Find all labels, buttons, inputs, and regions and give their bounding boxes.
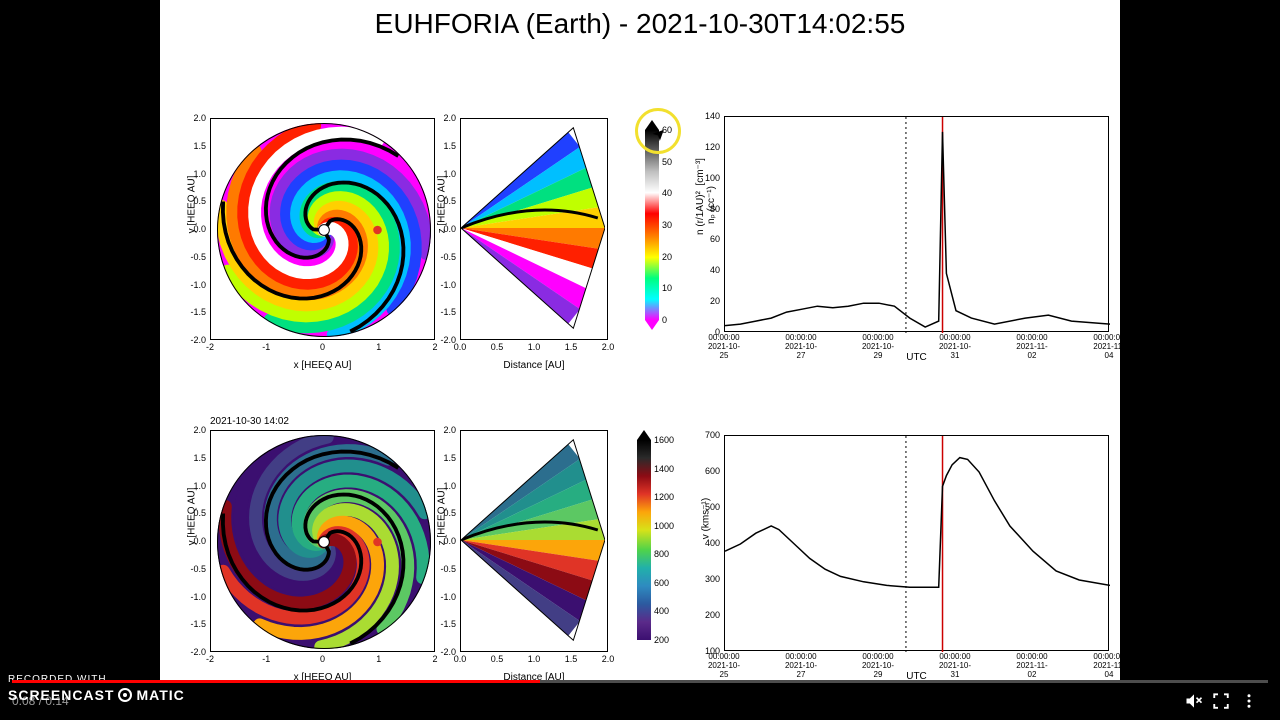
- colorbar-cap-top: [637, 430, 651, 440]
- volume-mute-icon[interactable]: [1184, 691, 1212, 711]
- panel-top-ecliptic: [210, 118, 435, 340]
- fullscreen-icon[interactable]: [1212, 692, 1240, 710]
- progress-fill: [12, 680, 540, 683]
- colorbar-cap-top: [645, 120, 659, 130]
- slide: EUHFORIA (Earth) - 2021-10-30T14:02:55 2…: [160, 0, 1120, 680]
- progress-bar[interactable]: [12, 680, 1268, 683]
- page-title: EUHFORIA (Earth) - 2021-10-30T14:02:55: [160, 8, 1120, 40]
- colorbar-gradient: [645, 130, 659, 320]
- panel-bottom-meridional: [460, 430, 608, 652]
- menu-icon[interactable]: [1240, 692, 1268, 710]
- video-player: 0:08 / 0:14: [0, 680, 1280, 720]
- colorbar-density: [645, 130, 659, 320]
- subtitle-timestamp: 2021-10-30 14:02: [210, 416, 289, 427]
- colorbar-cap-bottom: [645, 320, 659, 330]
- panel-density-timeseries: [724, 116, 1109, 332]
- panel-bottom-ecliptic: [210, 430, 435, 652]
- time-display: 0:08 / 0:14: [12, 694, 69, 708]
- panel-top-meridional: [460, 118, 608, 340]
- panel-velocity-timeseries: [724, 435, 1109, 651]
- colorbar-velocity: [637, 440, 651, 640]
- colorbar-gradient: [637, 440, 651, 640]
